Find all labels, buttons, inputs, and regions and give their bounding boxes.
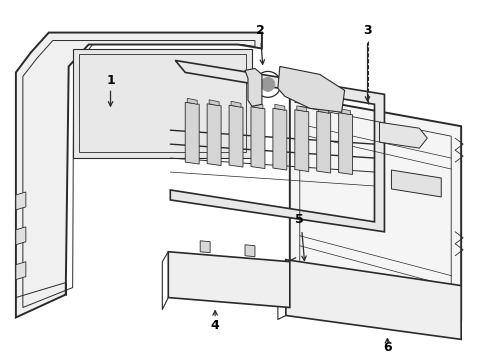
Polygon shape	[275, 104, 285, 110]
Polygon shape	[73, 49, 252, 158]
Polygon shape	[16, 192, 26, 210]
Polygon shape	[209, 100, 219, 106]
Polygon shape	[245, 245, 255, 257]
Polygon shape	[295, 110, 309, 171]
Polygon shape	[253, 103, 263, 109]
Circle shape	[261, 77, 275, 91]
Polygon shape	[286, 260, 461, 339]
Polygon shape	[379, 122, 427, 148]
Polygon shape	[168, 252, 290, 307]
Text: 5: 5	[295, 213, 304, 226]
Polygon shape	[200, 241, 210, 253]
Polygon shape	[341, 109, 350, 115]
Text: 3: 3	[363, 24, 372, 37]
Polygon shape	[171, 60, 385, 232]
Text: 6: 6	[383, 341, 392, 354]
Polygon shape	[207, 104, 221, 166]
Polygon shape	[278, 67, 344, 112]
Polygon shape	[185, 102, 199, 164]
Polygon shape	[339, 113, 353, 175]
Polygon shape	[187, 98, 197, 104]
Text: 4: 4	[211, 319, 220, 332]
Polygon shape	[318, 107, 329, 113]
Polygon shape	[251, 107, 265, 168]
Polygon shape	[16, 32, 262, 318]
Polygon shape	[16, 262, 26, 280]
Text: 1: 1	[106, 74, 115, 87]
Polygon shape	[229, 105, 243, 167]
Polygon shape	[273, 108, 287, 170]
Polygon shape	[392, 170, 441, 197]
Polygon shape	[16, 227, 26, 245]
Polygon shape	[245, 68, 262, 106]
Polygon shape	[317, 111, 331, 173]
Text: 2: 2	[256, 24, 264, 37]
Polygon shape	[290, 95, 461, 319]
Polygon shape	[231, 101, 241, 107]
Polygon shape	[297, 106, 307, 112]
